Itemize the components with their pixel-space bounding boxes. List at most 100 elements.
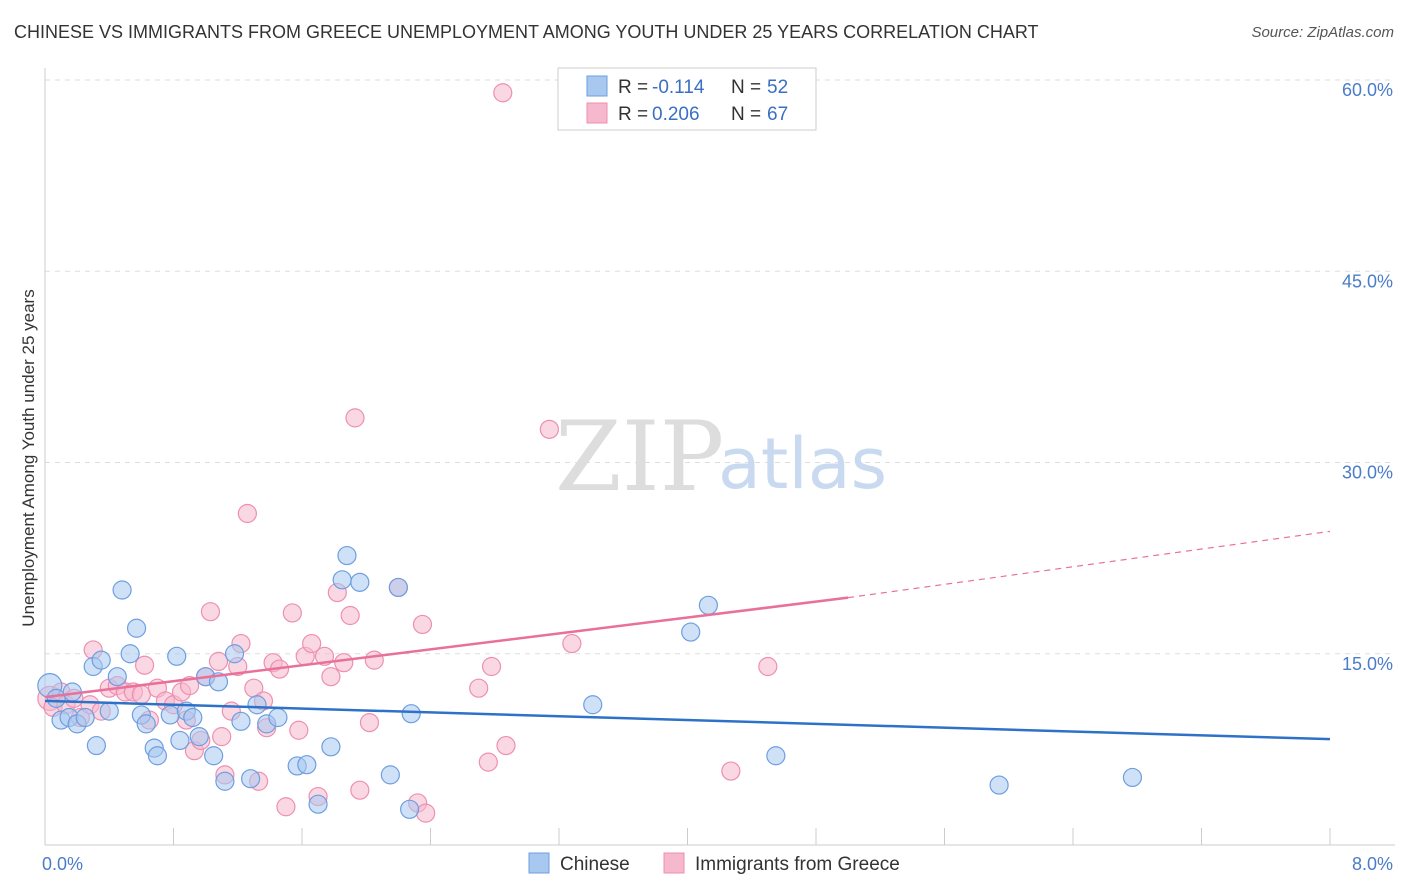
greece-point-26	[208, 651, 229, 672]
y-tick-label-45: 45.0%	[1342, 271, 1393, 291]
greece-point-63	[539, 419, 559, 439]
y-tick-label-60: 60.0%	[1342, 80, 1393, 100]
x-tick-label-max: 8.0%	[1352, 854, 1393, 874]
bottom-legend-label-chinese: Chinese	[560, 854, 630, 875]
legend-n-label-chinese: N =	[731, 77, 761, 98]
x-tick-labels: 0.0% 8.0%	[42, 854, 1393, 874]
chinese-point-34	[268, 707, 288, 728]
greece-point-39	[276, 797, 296, 817]
chinese-point-9	[91, 650, 111, 670]
greece-point-14	[134, 655, 155, 675]
greece-point-43	[302, 633, 322, 654]
chinese-point-42	[388, 577, 408, 598]
gridlines	[45, 79, 1395, 655]
trendlines	[44, 530, 1331, 741]
greece-point-27	[212, 727, 232, 747]
chinese-point-39	[332, 570, 352, 590]
bottom-legend-label-greece: Immigrants from Greece	[695, 854, 900, 875]
greece-point-46	[321, 667, 341, 687]
greece-point-32	[237, 503, 257, 524]
chinese-point-21	[170, 730, 190, 751]
greece-point-41	[289, 720, 309, 740]
chinese-point-18	[147, 746, 168, 766]
legend-swatch-chinese	[586, 75, 608, 97]
chinese-point-29	[224, 644, 245, 664]
greece-point-51	[350, 780, 370, 800]
chinese-point-26	[204, 746, 224, 766]
bottom-legend-swatch-greece	[663, 852, 685, 874]
greece-point-40	[282, 603, 302, 623]
greece-point-59	[478, 752, 498, 772]
chinese-point-32	[247, 695, 267, 715]
greece-point-66	[758, 656, 778, 677]
chinese-point-45	[401, 704, 421, 724]
chinese-point-46	[583, 695, 603, 715]
y-tick-labels: 15.0% 30.0% 45.0% 60.0%	[1342, 80, 1393, 674]
greece-point-21	[179, 676, 200, 696]
greece-point-65	[721, 761, 741, 781]
chinese-point-16	[136, 714, 156, 734]
chinese-point-12	[112, 580, 132, 600]
chinese-point-6	[75, 707, 95, 728]
chinese-point-1	[46, 688, 66, 708]
x-tick-label-min: 0.0%	[42, 854, 83, 874]
chinese-point-10	[99, 701, 119, 721]
greece-point-57	[412, 614, 433, 635]
watermark-atlas: atlas	[718, 423, 887, 505]
greece-point-49	[340, 605, 360, 626]
legend-r-value-greece: 0.206	[652, 104, 700, 125]
bottom-legend: Chinese Immigrants from Greece	[528, 852, 900, 875]
chinese-point-11	[107, 667, 127, 687]
legend-r-label-greece: R =	[618, 104, 648, 125]
greece-point-58	[469, 678, 489, 698]
y-tick-label-30: 30.0%	[1342, 463, 1393, 483]
chinese-point-30	[231, 711, 251, 731]
chinese-point-13	[120, 644, 140, 664]
chinese-point-31	[241, 769, 261, 789]
source-label: Source: ZipAtlas.com	[1251, 24, 1394, 41]
legend-n-label-greece: N =	[731, 104, 761, 125]
chinese-point-37	[308, 794, 328, 814]
chinese-point-20	[167, 646, 187, 666]
greece-point-61	[496, 735, 516, 756]
chinese-point-24	[189, 727, 209, 747]
chinese-point-48	[698, 595, 718, 615]
greece-point-25	[200, 602, 221, 622]
legend-box: R = -0.114 N = 52 R = 0.206 N = 67	[557, 67, 817, 131]
legend-r-label-chinese: R =	[618, 77, 648, 98]
greece-point-56	[416, 803, 436, 823]
greece-point-60	[481, 656, 502, 677]
chinese-point-36	[297, 755, 317, 775]
legend-swatch-greece	[586, 102, 608, 124]
axes	[44, 68, 1395, 846]
greece-point-13	[131, 684, 151, 705]
chinese-point-14	[126, 618, 147, 638]
chart-title: CHINESE VS IMMIGRANTS FROM GREECE UNEMPL…	[14, 22, 1039, 42]
legend-n-value-chinese: 52	[767, 77, 788, 98]
greece-trendline	[44, 596, 849, 699]
watermark: ZIP atlas	[555, 401, 887, 513]
chinese-point-41	[350, 572, 370, 592]
chinese-point-23	[183, 707, 203, 728]
y-axis-label: Unemployment Among Youth under 25 years	[19, 289, 38, 626]
chinese-point-8	[86, 735, 107, 756]
greece-point-62	[493, 83, 513, 103]
greece-point-50	[345, 408, 365, 428]
chinese-point-44	[400, 799, 420, 819]
chinese-point-51	[1122, 767, 1143, 788]
chinese-point-47	[681, 622, 701, 642]
chinese-point-38	[321, 737, 341, 757]
chinese-point-49	[766, 746, 786, 766]
series-chinese-points	[37, 545, 1143, 819]
legend-r-value-chinese: -0.114	[652, 77, 705, 98]
chinese-trendline	[44, 699, 1331, 741]
legend-n-value-greece: 67	[767, 104, 788, 125]
greece-point-53	[364, 650, 384, 670]
greece-point-52	[359, 712, 380, 733]
chinese-point-19	[160, 705, 180, 725]
chinese-point-28	[215, 771, 235, 791]
x-ticks	[44, 828, 1331, 845]
greece-point-48	[334, 653, 354, 673]
chinese-point-40	[337, 545, 357, 566]
